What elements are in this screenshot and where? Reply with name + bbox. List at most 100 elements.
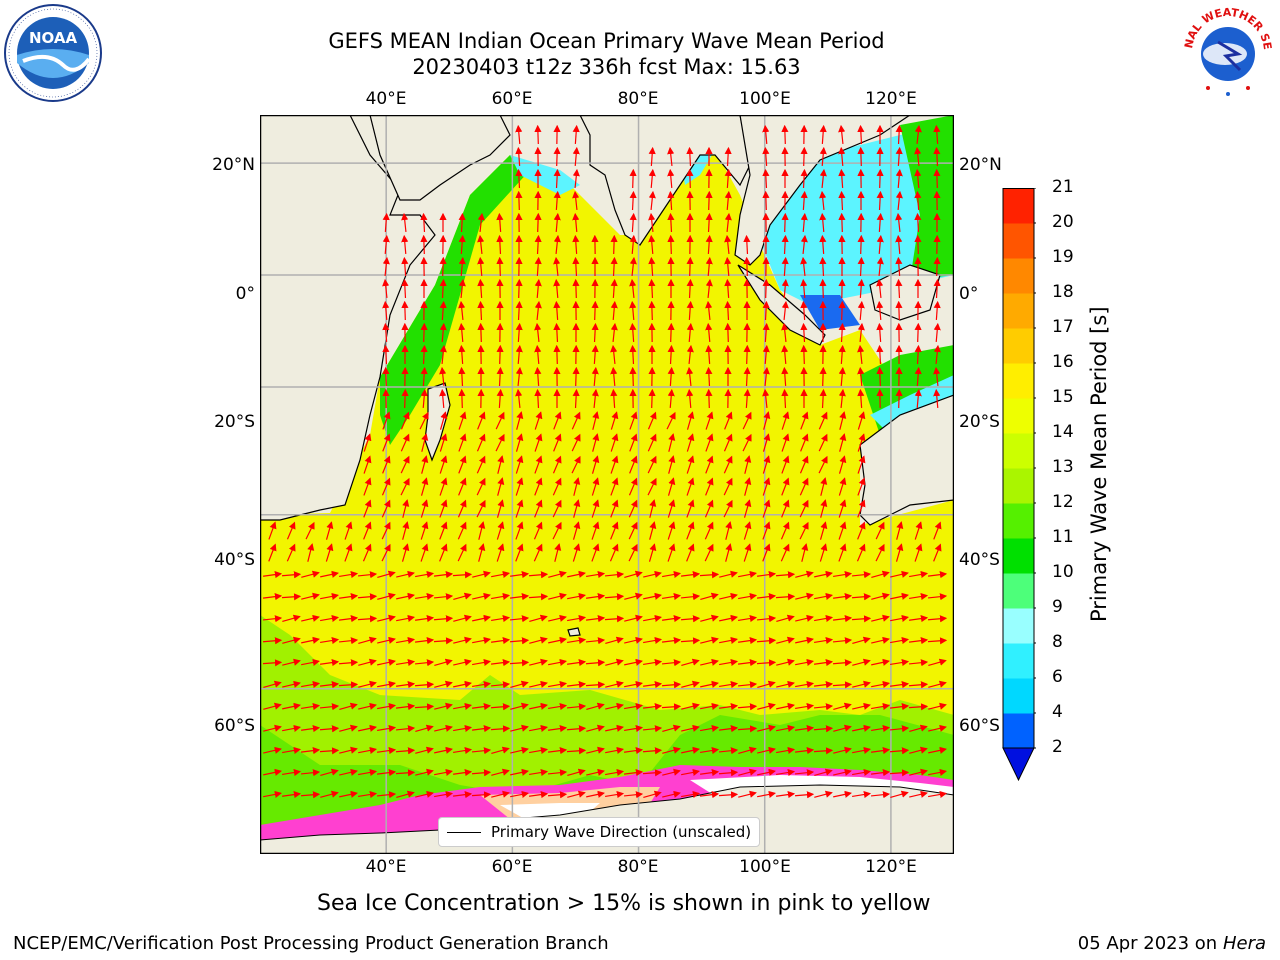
wave-direction-arrow bbox=[415, 615, 435, 623]
wave-direction-arrow bbox=[320, 790, 339, 798]
wave-direction-arrow bbox=[624, 747, 644, 755]
wave-direction-arrow bbox=[648, 168, 656, 189]
wave-direction-arrow bbox=[573, 499, 581, 518]
wave-direction-arrow bbox=[724, 234, 732, 255]
wave-direction-arrow bbox=[661, 659, 682, 667]
wave-direction-arrow bbox=[439, 433, 448, 452]
left-lat-label: 0° bbox=[235, 284, 255, 304]
wave-direction-arrow bbox=[871, 724, 891, 733]
wave-direction-arrow bbox=[648, 190, 656, 211]
wave-direction-arrow bbox=[723, 477, 733, 496]
wave-direction-arrow bbox=[705, 256, 713, 277]
wave-direction-arrow bbox=[819, 146, 827, 167]
svg-text:NOAA: NOAA bbox=[29, 29, 78, 47]
wave-direction-arrow bbox=[813, 703, 834, 711]
wave-direction-arrow bbox=[799, 499, 809, 518]
wave-direction-arrow bbox=[667, 366, 675, 387]
wave-direction-arrow bbox=[742, 433, 752, 452]
wave-direction-arrow bbox=[889, 747, 910, 755]
left-lat-label: 40°S bbox=[214, 550, 255, 570]
wave-direction-arrow bbox=[572, 124, 580, 145]
wave-direction-arrow bbox=[377, 747, 397, 755]
wave-direction-arrow bbox=[876, 300, 884, 321]
wave-direction-arrow bbox=[629, 190, 637, 211]
wave-direction-arrow bbox=[914, 388, 922, 409]
wave-direction-arrow bbox=[623, 769, 644, 777]
wave-direction-arrow bbox=[453, 746, 473, 755]
wave-direction-arrow bbox=[433, 615, 454, 623]
wave-direction-arrow bbox=[813, 681, 834, 689]
wave-direction-arrow bbox=[705, 433, 714, 452]
wave-direction-arrow bbox=[700, 636, 719, 644]
wave-direction-arrow bbox=[497, 477, 505, 496]
wave-direction-arrow bbox=[415, 570, 435, 579]
wave-direction-arrow bbox=[723, 455, 733, 474]
wave-direction-arrow bbox=[833, 768, 852, 776]
wave-direction-arrow bbox=[477, 411, 486, 430]
wave-direction-arrow bbox=[624, 592, 643, 600]
wave-direction-arrow bbox=[548, 680, 568, 689]
wave-direction-arrow bbox=[852, 768, 872, 777]
wave-direction-arrow bbox=[401, 278, 409, 299]
wave-direction-arrow bbox=[301, 725, 321, 733]
wave-direction-arrow bbox=[420, 344, 428, 365]
wave-direction-arrow bbox=[439, 477, 448, 496]
wave-direction-arrow bbox=[547, 769, 568, 777]
map-title: GEFS MEAN Indian Ocean Primary Wave Mean… bbox=[328, 29, 885, 53]
wave-direction-arrow bbox=[680, 593, 701, 601]
wave-direction-arrow bbox=[762, 146, 770, 167]
wave-direction-arrow bbox=[738, 746, 757, 755]
wave-direction-arrow bbox=[339, 768, 358, 776]
wave-direction-arrow bbox=[325, 543, 334, 562]
wave-direction-arrow bbox=[515, 388, 523, 409]
wave-direction-arrow bbox=[852, 790, 872, 799]
wave-direction-arrow bbox=[819, 543, 828, 562]
wave-direction-arrow bbox=[591, 388, 599, 409]
wave-direction-arrow bbox=[262, 593, 283, 601]
wave-direction-arrow bbox=[686, 499, 695, 518]
wave-direction-arrow bbox=[871, 747, 891, 755]
wave-direction-arrow bbox=[401, 256, 409, 277]
wave-direction-arrow bbox=[382, 322, 390, 343]
wave-direction-arrow bbox=[572, 168, 580, 189]
wave-direction-arrow bbox=[320, 768, 339, 777]
wave-direction-arrow bbox=[534, 388, 542, 409]
wave-direction-arrow bbox=[762, 278, 770, 299]
wave-direction-arrow bbox=[382, 411, 391, 430]
wave-direction-arrow bbox=[553, 411, 562, 430]
wave-direction-arrow bbox=[395, 703, 416, 711]
wave-direction-arrow bbox=[282, 636, 301, 644]
wave-direction-arrow bbox=[573, 477, 581, 496]
wave-direction-arrow bbox=[338, 659, 359, 667]
wave-direction-arrow bbox=[491, 637, 511, 645]
wave-direction-arrow bbox=[838, 168, 846, 189]
wave-direction-arrow bbox=[610, 256, 618, 277]
wave-direction-arrow bbox=[933, 521, 942, 540]
wave-direction-arrow bbox=[814, 768, 833, 777]
wave-direction-arrow bbox=[415, 768, 434, 776]
wave-direction-arrow bbox=[832, 659, 853, 667]
wave-direction-arrow bbox=[799, 455, 809, 474]
wave-direction-arrow bbox=[686, 278, 694, 299]
wave-direction-arrow bbox=[471, 747, 492, 755]
wave-direction-arrow bbox=[719, 658, 739, 667]
wave-direction-arrow bbox=[529, 724, 549, 732]
wave-direction-arrow bbox=[890, 592, 909, 600]
wave-direction-arrow bbox=[382, 455, 391, 474]
wave-direction-arrow bbox=[585, 681, 606, 689]
wave-direction-arrow bbox=[566, 681, 587, 689]
wave-direction-arrow bbox=[510, 571, 530, 579]
wave-direction-arrow bbox=[686, 256, 694, 277]
wave-direction-arrow bbox=[743, 499, 752, 518]
wave-direction-arrow bbox=[457, 521, 467, 540]
wave-direction-arrow bbox=[363, 433, 372, 452]
wave-direction-arrow bbox=[301, 636, 320, 644]
wave-direction-arrow bbox=[282, 724, 302, 732]
wave-direction-arrow bbox=[282, 680, 301, 688]
wave-direction-arrow bbox=[857, 433, 866, 452]
wave-direction-arrow bbox=[453, 769, 473, 777]
wave-direction-arrow bbox=[928, 746, 947, 754]
wave-direction-arrow bbox=[813, 747, 834, 755]
wave-direction-arrow bbox=[282, 746, 302, 755]
wave-direction-arrow bbox=[515, 433, 524, 452]
